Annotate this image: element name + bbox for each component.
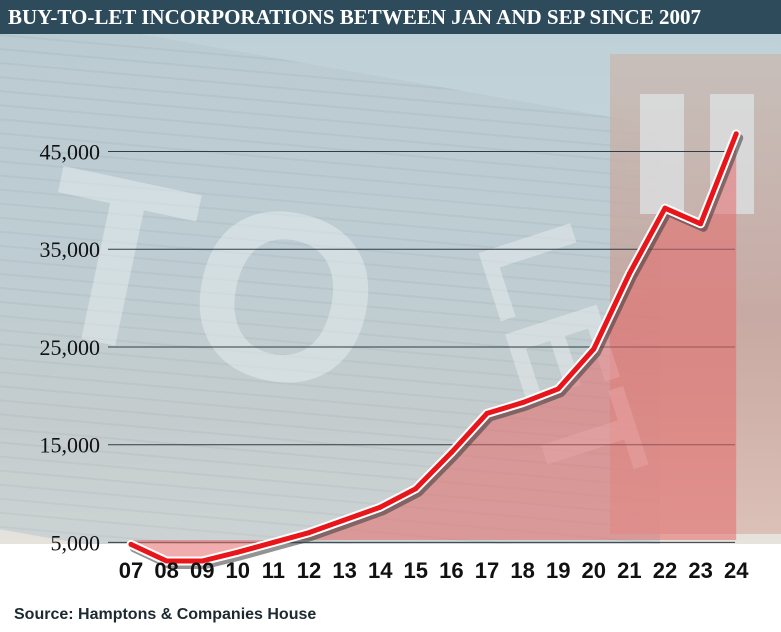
data-point bbox=[235, 549, 241, 555]
x-tick-label: 20 bbox=[582, 558, 606, 583]
data-point bbox=[199, 558, 205, 564]
data-point bbox=[413, 486, 419, 492]
x-tick-label: 14 bbox=[368, 558, 393, 583]
x-tick-label: 12 bbox=[297, 558, 321, 583]
y-tick-label: 25,000 bbox=[40, 335, 101, 360]
data-point bbox=[698, 221, 704, 227]
series-line-shadow bbox=[130, 133, 744, 570]
data-point bbox=[342, 517, 348, 523]
area-fill bbox=[131, 133, 737, 562]
series-line-layer bbox=[126, 129, 744, 570]
x-tick-label: 13 bbox=[332, 558, 356, 583]
chart-title: BUY-TO-LET INCORPORATIONS BETWEEN JAN AN… bbox=[0, 0, 781, 34]
data-point bbox=[733, 131, 739, 137]
data-point bbox=[555, 386, 561, 392]
data-point bbox=[520, 400, 526, 406]
x-tick-label: 10 bbox=[226, 558, 250, 583]
y-tick-labels: 5,000 15,000 25,000 35,000 45,000 bbox=[40, 139, 101, 555]
x-tick-label: 15 bbox=[404, 558, 428, 583]
x-tick-label: 11 bbox=[262, 558, 285, 583]
y-tick-label: 45,000 bbox=[40, 139, 101, 164]
x-tick-label: 16 bbox=[439, 558, 463, 583]
x-tick-label: 07 bbox=[119, 558, 143, 583]
x-tick-labels: 07 08 09 10 11 12 13 14 15 16 17 18 19 20 21 22 23 24 bbox=[119, 558, 749, 583]
x-tick-label: 17 bbox=[475, 558, 499, 583]
x-tick-label: 23 bbox=[688, 558, 712, 583]
data-point bbox=[448, 450, 454, 456]
x-tick-label: 21 bbox=[617, 558, 641, 583]
data-point bbox=[270, 539, 276, 545]
series-line bbox=[128, 131, 739, 564]
data-point bbox=[164, 558, 170, 564]
x-tick-label: 22 bbox=[653, 558, 677, 583]
data-point bbox=[591, 346, 597, 352]
x-tick-label: 24 bbox=[724, 558, 749, 583]
data-point bbox=[626, 271, 632, 277]
data-point bbox=[662, 205, 668, 211]
background-window bbox=[640, 94, 684, 214]
y-tick-label: 15,000 bbox=[40, 433, 101, 458]
data-point bbox=[377, 504, 383, 510]
x-tick-label: 18 bbox=[510, 558, 534, 583]
x-tick-label: 09 bbox=[190, 558, 214, 583]
x-tick-label: 08 bbox=[154, 558, 178, 583]
source-note: Source: Hamptons & Companies House bbox=[14, 606, 317, 623]
y-tick-label: 5,000 bbox=[51, 530, 101, 555]
area-fill-layer bbox=[131, 133, 737, 562]
y-tick-label: 35,000 bbox=[40, 237, 101, 262]
data-point bbox=[484, 410, 490, 416]
data-point bbox=[128, 541, 134, 547]
x-tick-label: 19 bbox=[546, 558, 570, 583]
data-point bbox=[306, 530, 312, 536]
